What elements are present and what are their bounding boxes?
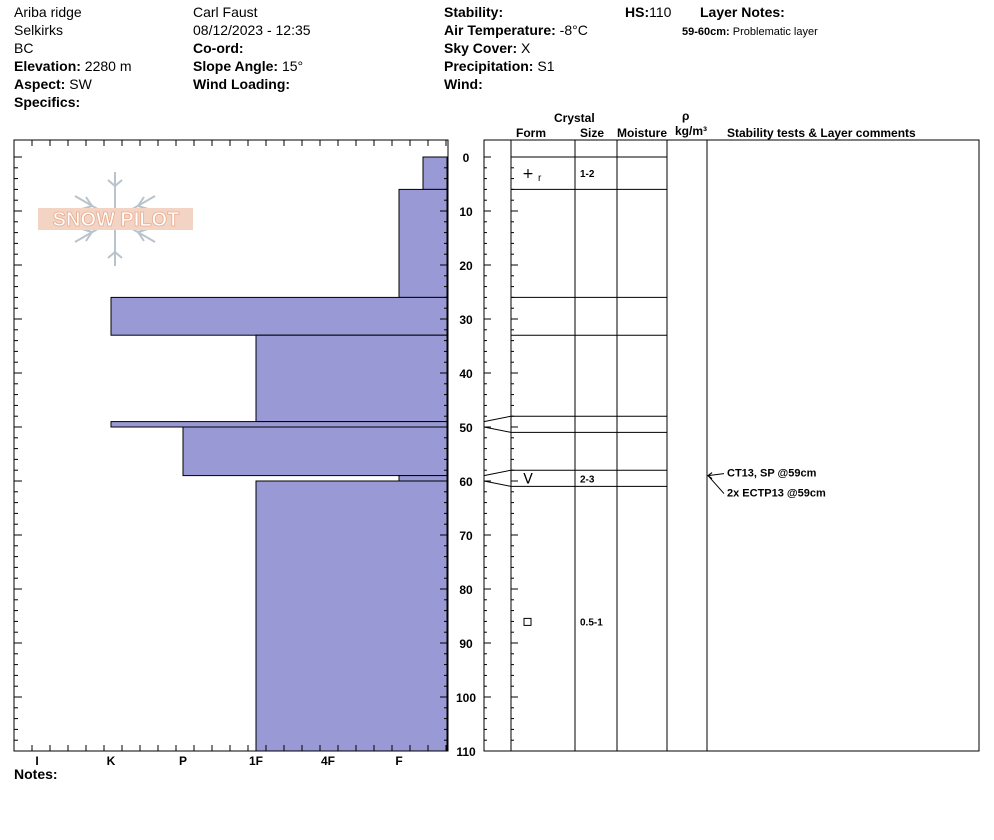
moisture-header: Moisture	[617, 126, 668, 140]
state: BC	[14, 40, 34, 56]
depth-tick-label: 100	[456, 691, 476, 705]
hardness-bar	[422, 156, 448, 190]
crystal-size: 2-3	[580, 474, 595, 485]
layer-note-depth: 59-60cm:	[682, 26, 730, 38]
mountain-range: Selkirks	[14, 22, 64, 38]
layer-connector	[483, 469, 512, 477]
elevation-row: Elevation: 2280 m	[14, 58, 132, 74]
coord-label: Co-ord:	[193, 40, 244, 56]
hardness-tick-label: K	[107, 754, 116, 768]
depth-tick-label: 20	[459, 259, 473, 273]
air-temp-value: -8°C	[559, 22, 588, 38]
form-header: Form	[516, 126, 546, 140]
hardness-bar	[255, 480, 448, 752]
hardness-tick-label: I	[35, 754, 38, 768]
notes-label: Notes:	[14, 766, 58, 782]
air-temp-row: Air Temperature: -8°C	[444, 22, 588, 38]
slope-label: Slope Angle:	[193, 58, 279, 74]
hardness-bar	[110, 421, 448, 428]
crystal-form-subscript: r	[538, 173, 542, 184]
air-temp-label: Air Temperature:	[444, 22, 556, 38]
depth-tick-label: 0	[463, 151, 470, 165]
crystal-form-symbol	[523, 617, 532, 626]
precip-row: Precipitation: S1	[444, 58, 554, 74]
hardness-bar	[255, 334, 448, 423]
rho-header: ρ	[682, 109, 690, 123]
elevation-value: 2280 m	[84, 58, 132, 74]
hardness-tick-label: 4F	[321, 754, 335, 768]
location: Ariba ridge	[14, 4, 82, 20]
slope-value: 15°	[281, 58, 304, 74]
depth-tick-label: 50	[459, 421, 473, 435]
depth-tick-label: 90	[459, 637, 473, 651]
crystal-size: 1-2	[580, 169, 595, 180]
stability-test-label: 2x ECTP13 @59cm	[727, 488, 826, 500]
hardness-frame	[13, 139, 449, 752]
elevation-label: Elevation:	[14, 58, 81, 74]
crystal-header: Crystal	[554, 111, 595, 125]
stability-test-leader	[707, 473, 725, 477]
slope-row: Slope Angle: 15°	[193, 58, 303, 74]
layer-connector	[483, 480, 512, 487]
stability-label: Stability:	[444, 4, 504, 20]
crystal-form-symbol: +	[522, 166, 534, 182]
wind-loading-label: Wind Loading:	[193, 76, 291, 92]
precip-label: Precipitation:	[444, 58, 534, 74]
stability-test-label: CT13, SP @59cm	[727, 468, 817, 480]
hardness-bar	[398, 475, 448, 482]
depth-tick-label: 30	[459, 313, 473, 327]
hardness-tick-label: F	[395, 754, 402, 768]
size-header: Size	[580, 126, 605, 140]
specifics-label: Specifics:	[14, 94, 81, 110]
precip-value: S1	[537, 58, 555, 74]
sky-row: Sky Cover: X	[444, 40, 530, 56]
hardness-bar	[398, 188, 448, 298]
layer-note-text: Problematic layer	[732, 26, 818, 38]
depth-tick-label: 60	[459, 475, 473, 489]
sky-label: Sky Cover:	[444, 40, 518, 56]
crystal-size: 0.5-1	[580, 617, 603, 628]
layer-note: 59-60cm: Problematic layer	[682, 24, 818, 40]
wind-label: Wind:	[444, 76, 483, 92]
depth-tick-label: 70	[459, 529, 473, 543]
aspect-value: SW	[69, 76, 92, 92]
observer: Carl Faust	[193, 4, 258, 20]
depth-tick-label: 110	[456, 745, 476, 759]
stability-test-leader	[707, 475, 725, 494]
hardness-bar	[110, 296, 448, 336]
layer-connector	[483, 426, 512, 433]
comments-header: Stability tests & Layer comments	[727, 126, 916, 140]
layer-notes-label: Layer Notes:	[700, 4, 785, 20]
layer-connector	[483, 415, 512, 423]
aspect-row: Aspect: SW	[14, 76, 92, 92]
hardness-bar	[182, 426, 448, 477]
depth-tick-label: 80	[459, 583, 473, 597]
layer-table-frame	[483, 139, 980, 752]
datetime: 08/12/2023 - 12:35	[193, 22, 311, 38]
hs-value: 110	[649, 4, 672, 20]
logo-band	[38, 208, 193, 230]
crystal-form-symbol: V	[523, 471, 533, 487]
sky-value: X	[521, 40, 531, 56]
density-unit-header: kg/m³	[675, 124, 708, 138]
hs-row: HS:110	[625, 4, 671, 20]
hs-label: HS:	[625, 4, 650, 20]
stability-test-arrowhead	[707, 472, 713, 480]
depth-tick-label: 40	[459, 367, 473, 381]
hardness-tick-label: P	[179, 754, 187, 768]
logo-text: SNOW PILOT	[53, 209, 180, 231]
aspect-label: Aspect:	[14, 76, 66, 92]
depth-tick-label: 10	[459, 205, 473, 219]
hardness-tick-label: 1F	[249, 754, 263, 768]
